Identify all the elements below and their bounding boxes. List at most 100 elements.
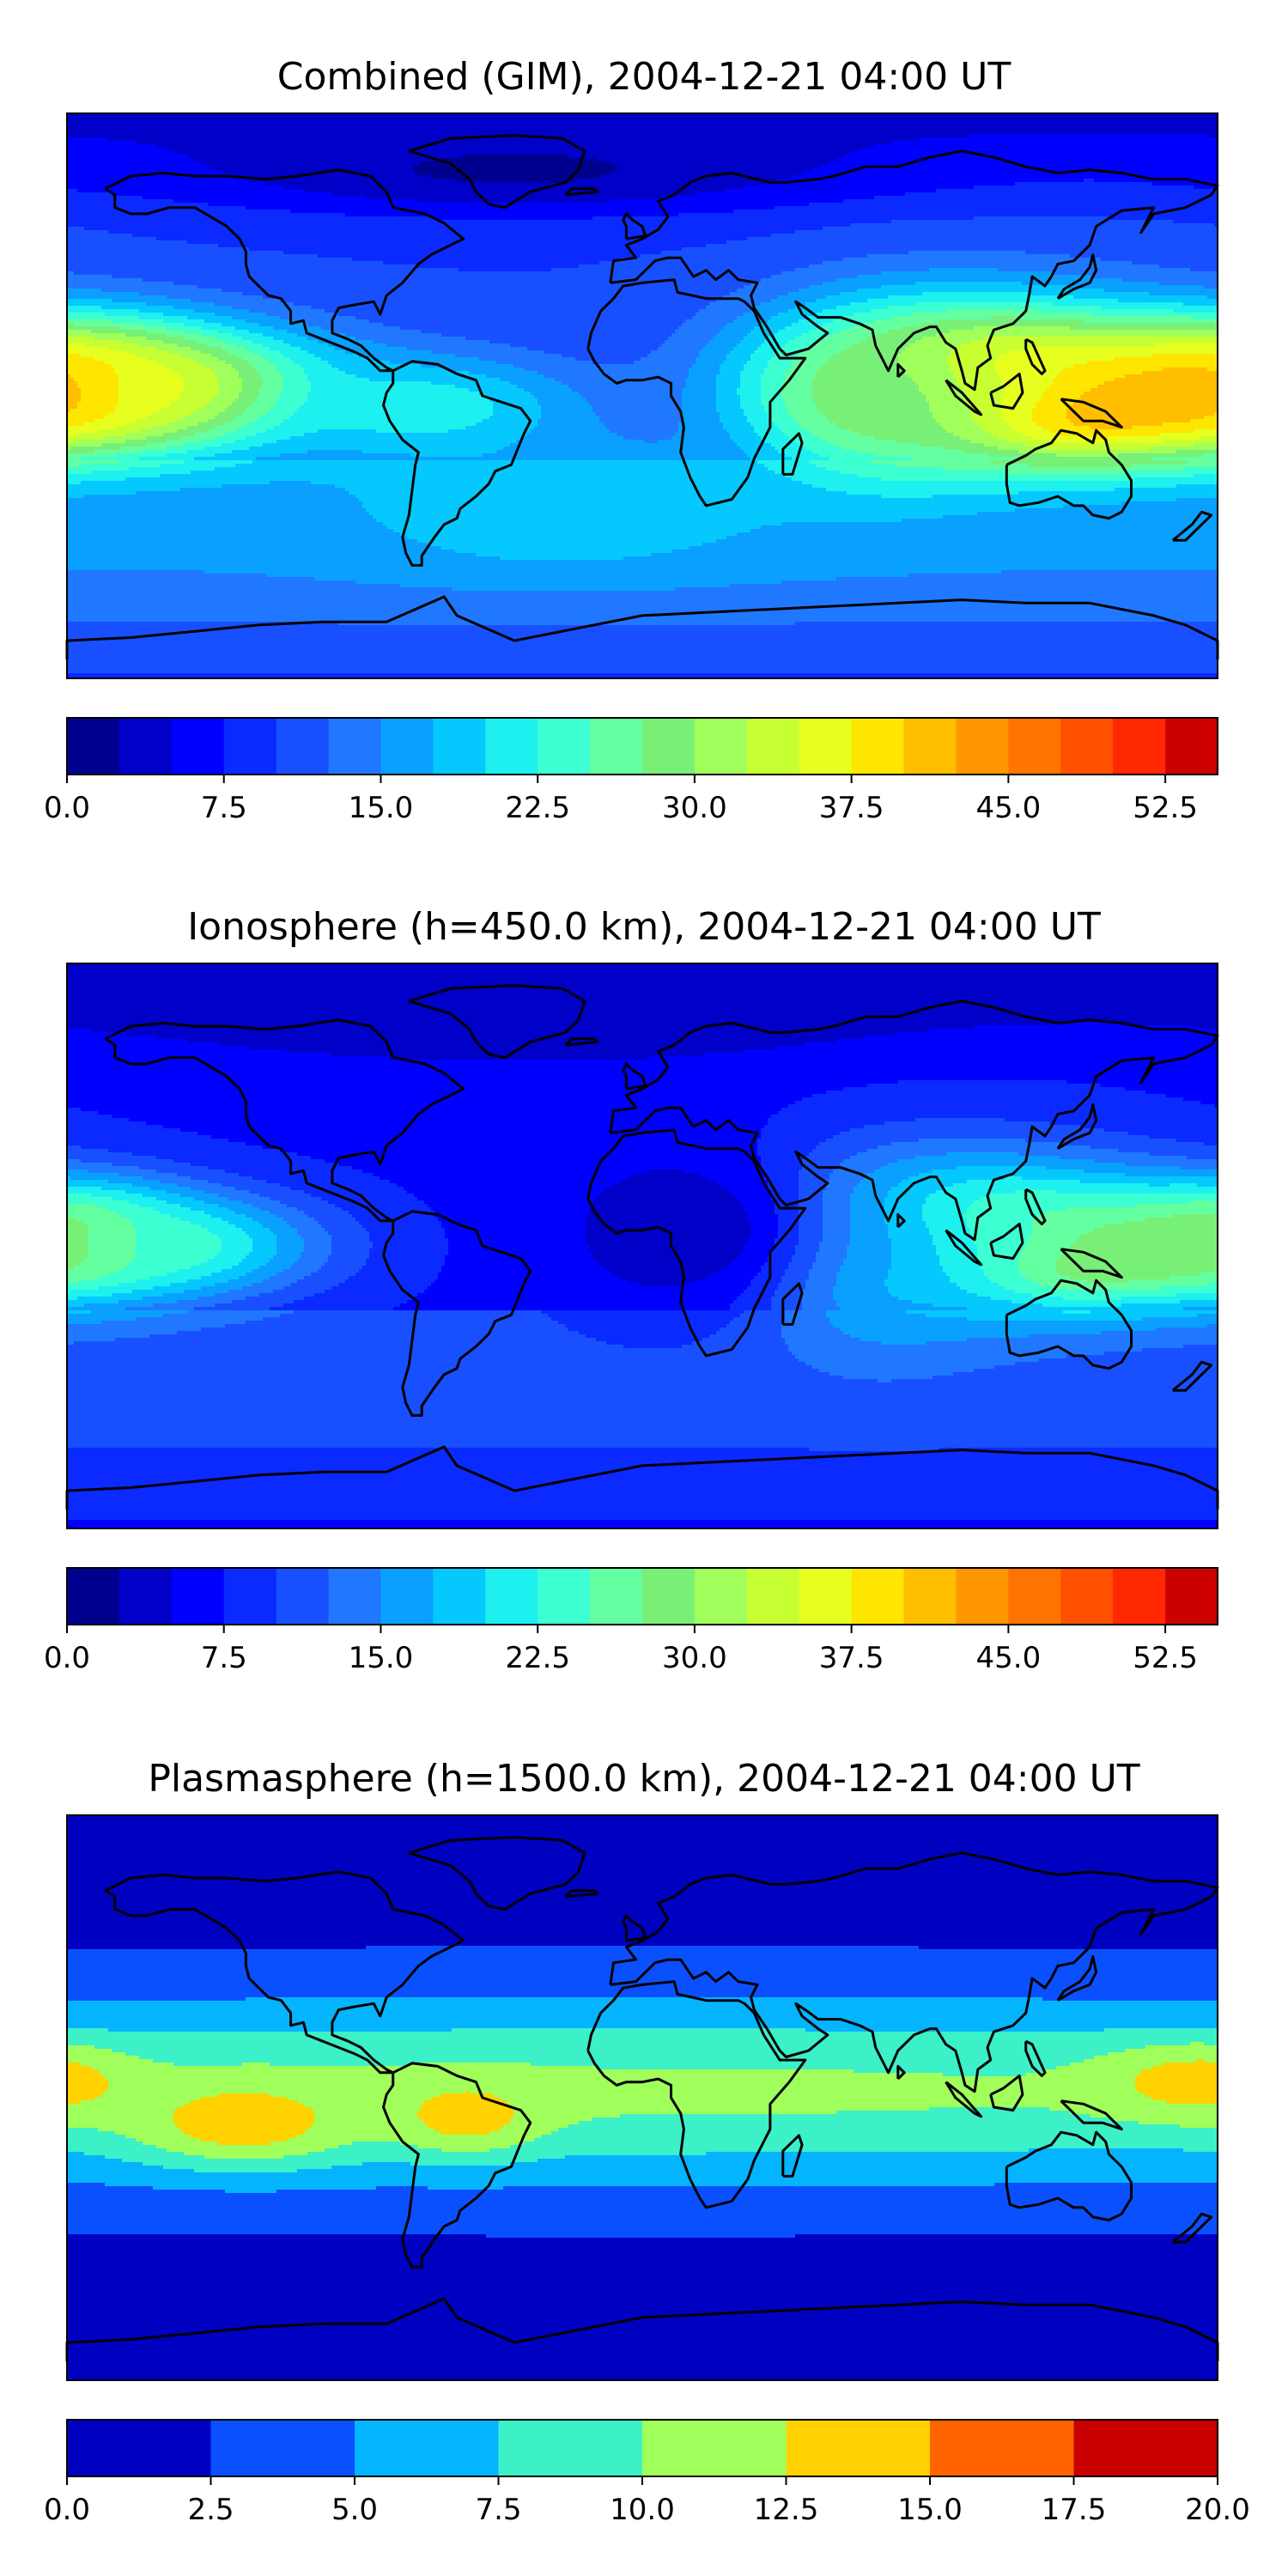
tec-cell [606, 1187, 726, 1190]
tec-cell [950, 368, 994, 371]
coastline-eurasia [609, 149, 1219, 392]
tec-cell [125, 2135, 191, 2138]
tec-cell [1042, 426, 1091, 429]
tec-cell [761, 1156, 805, 1159]
tec-cell [204, 319, 246, 323]
tec-cell [489, 398, 538, 402]
tec-cell [513, 2114, 620, 2117]
tec-cell [325, 1290, 424, 1293]
tec-cell [891, 220, 1173, 223]
tec-cell [191, 2135, 297, 2138]
tec-cell [208, 429, 235, 433]
tec-cell [67, 1427, 1218, 1431]
tec-cell [187, 1039, 836, 1042]
tec-cell [671, 436, 730, 440]
tec-cell [857, 289, 1104, 292]
tec-cell [778, 1111, 1218, 1115]
tec-cell [1036, 405, 1070, 409]
tec-cell [249, 447, 503, 450]
tec-cell [967, 1290, 1015, 1293]
tec-cell [125, 477, 792, 481]
tec-cell [321, 1224, 362, 1228]
tec-cell [259, 392, 280, 395]
tec-cell [795, 1245, 819, 1249]
tec-cell [558, 2128, 1218, 2131]
tec-cell [81, 1145, 263, 1149]
tec-cell [191, 1187, 235, 1190]
tec-cell [67, 1496, 1218, 1499]
tec-cell [1156, 343, 1218, 347]
tec-cell [252, 1218, 283, 1221]
tec-cell [67, 577, 314, 580]
tec-cell [768, 416, 792, 419]
map-area-ionosphere[interactable] [65, 963, 1219, 1529]
tec-cell [136, 1231, 211, 1235]
tec-cell [723, 326, 754, 330]
tec-cell [1149, 1152, 1218, 1156]
tec-cell [792, 1352, 1104, 1355]
tec-cell [1084, 392, 1218, 395]
tec-cell [67, 237, 156, 240]
tec-cell [67, 1218, 77, 1221]
tec-cell [132, 1183, 177, 1187]
tec-cell [108, 1180, 160, 1183]
tec-cell [1125, 374, 1218, 378]
tec-cell [67, 210, 290, 213]
tec-cell [840, 426, 943, 429]
tec-cell [812, 1149, 867, 1152]
tec-cell [833, 333, 878, 337]
tec-cell [795, 1101, 1200, 1104]
tec-cell [627, 1176, 706, 1180]
coastline-south-america [382, 360, 532, 567]
tec-cell [716, 378, 740, 381]
tec-cell [67, 1149, 108, 1152]
tec-cell [67, 1413, 1218, 1417]
tec-cell [276, 1252, 301, 1255]
tec-cell [187, 155, 462, 158]
tec-cell [67, 409, 70, 412]
tec-cell [105, 2155, 204, 2159]
tec-cell [84, 495, 355, 498]
tec-cell [67, 464, 81, 467]
tec-cell [67, 1815, 1218, 1819]
tec-cell [881, 495, 933, 498]
tec-cell [538, 398, 586, 402]
tec-cell [750, 1235, 778, 1238]
tec-cell [998, 371, 1060, 374]
tec-cell [1053, 302, 1183, 306]
tec-cell [270, 1228, 297, 1231]
tec-cell [933, 1170, 1084, 1173]
tec-cell [400, 2142, 524, 2145]
tec-cell [1018, 1152, 1149, 1156]
tec-cell [67, 155, 187, 158]
tec-cell [757, 347, 781, 350]
map-area-combined[interactable] [65, 112, 1219, 679]
tec-cell [1001, 412, 1032, 416]
tec-cell [1091, 1145, 1218, 1149]
tec-cell [1118, 453, 1204, 457]
colorbar-swatch [223, 1568, 277, 1625]
tec-cell [726, 240, 1218, 244]
tec-cell [67, 2073, 101, 2076]
map-area-plasmasphere[interactable] [65, 1814, 1219, 2381]
tec-cell [884, 1214, 922, 1218]
tec-cell [538, 371, 689, 374]
tec-cell [991, 316, 1015, 319]
tec-cell [847, 1245, 891, 1249]
tec-cell [259, 1293, 314, 1297]
tec-cell [812, 395, 926, 398]
tec-cell [836, 1166, 881, 1170]
tec-cell [857, 1152, 946, 1156]
tec-cell [222, 1238, 252, 1242]
tec-cell [125, 350, 170, 354]
tec-cell [67, 1492, 1218, 1496]
tec-cell [768, 319, 799, 323]
tec-cell [88, 1224, 132, 1228]
tec-cell [586, 1221, 750, 1224]
tec-cell [153, 1207, 191, 1211]
tec-cell [586, 1218, 747, 1221]
tec-cell [112, 1293, 163, 1297]
tec-cell [252, 1269, 283, 1273]
tec-cell [67, 2021, 1218, 2025]
tec-cell [823, 1197, 850, 1200]
